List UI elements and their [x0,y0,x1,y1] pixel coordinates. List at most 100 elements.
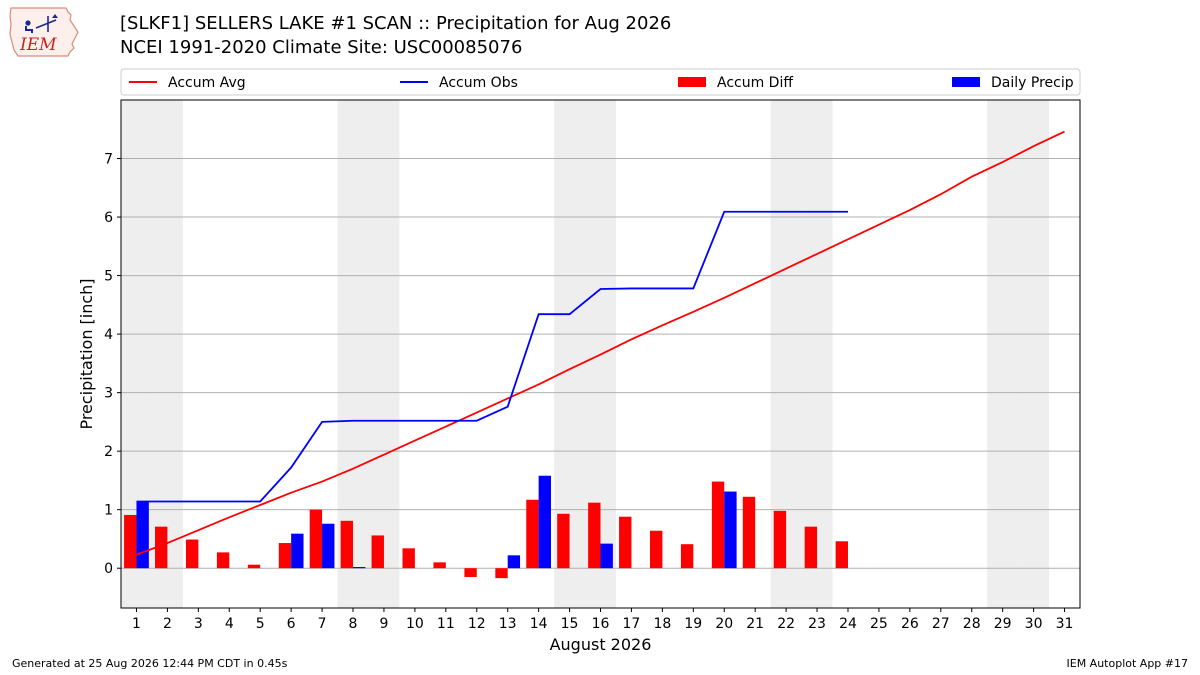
accum-diff-bar [680,544,694,569]
accum-diff-bar [247,564,261,569]
daily-precip-bar [507,555,521,569]
daily-precip-bar [136,501,149,569]
accum-diff-bar [557,513,570,569]
accum-diff-bar [124,514,137,569]
accum-diff-bar [464,568,477,577]
x-tick-label: 5 [256,616,265,632]
legend-box [120,68,1081,96]
y-axis: 0 1 2 3 4 5 6 7 [104,152,121,577]
y-tick-label: 7 [104,152,113,168]
legend-label: Daily Precip [991,75,1074,91]
accum-diff-bar [773,510,787,569]
accum-diff-bar [588,502,601,569]
accum-diff-bar [433,562,446,569]
x-tick-label: 8 [349,616,358,632]
chart-subtitle: NCEI 1991-2020 Climate Site: USC00085076 [120,37,523,58]
x-tick-label: 10 [406,616,424,632]
x-tick-label: 23 [808,616,826,632]
x-tick-label: 4 [225,616,234,632]
x-tick-label: 3 [194,616,203,632]
x-tick-label: 1 [132,616,141,632]
daily-precip-bar [353,567,366,569]
daily-precip-bar [291,533,304,569]
accum-diff-bar [309,509,323,569]
weekend-bands [121,100,1050,608]
legend-item: Daily Precip [952,75,1074,91]
accum-diff-bar [278,543,292,569]
daily-precip-bar [724,491,737,569]
x-tick-label: 25 [870,616,888,632]
x-tick-label: 13 [499,616,517,632]
x-tick-label: 11 [437,616,455,632]
x-tick-label: 26 [901,616,919,632]
legend-label: Accum Diff [717,75,793,91]
x-tick-label: 16 [592,616,610,632]
x-tick-label: 24 [839,616,857,632]
chart-title: [SLKF1] SELLERS LAKE #1 SCAN :: Precipit… [120,13,672,34]
x-tick-label: 14 [530,616,548,632]
x-tick-label: 20 [715,616,733,632]
bar-marks [124,475,848,579]
y-tick-label: 2 [104,444,113,460]
x-tick-label: 31 [1056,616,1074,632]
weekend-band [368,100,400,608]
legend-item: Accum Diff [678,75,793,91]
x-tick-label: 7 [318,616,327,632]
y-tick-label: 0 [104,561,113,577]
y-tick-label: 3 [104,386,113,402]
x-tick-label: 2 [163,616,172,632]
accum-diff-bar [185,539,199,569]
legend-item: Accum Obs [400,75,518,91]
logo-text: IEM [19,35,57,55]
accum-avg-line [136,130,1065,556]
y-tick-label: 1 [104,503,113,519]
x-tick-label: 27 [932,616,950,632]
y-tick-label: 6 [104,210,113,226]
x-tick-label: 21 [746,616,764,632]
weekend-band [801,100,833,608]
x-tick-label: 6 [287,616,296,632]
legend-item: Accum Avg [129,75,246,91]
accum-diff-bar [711,481,725,569]
x-axis: 1 2 3 4 5 6 7 8 9 10 11 12 13 14 15 16 17 18 19 20 21 22 23 24 2… [132,608,1073,632]
x-tick-label: 28 [963,616,981,632]
x-tick-label: 29 [994,616,1012,632]
x-tick-label: 18 [653,616,671,632]
x-tick-label: 9 [379,616,388,632]
accum-diff-bar [804,526,818,569]
accum-diff-bar [649,530,663,569]
x-tick-label: 30 [1025,616,1043,632]
accum-diff-bar [742,496,756,569]
x-axis-label: August 2026 [550,635,652,654]
accum-diff-bar [495,568,508,579]
daily-precip-bar [322,523,335,569]
legend-swatch [952,77,980,87]
accum-diff-bar [216,552,230,569]
generated-timestamp: Generated at 25 Aug 2026 12:44 PM CDT in… [12,657,288,670]
accum-diff-bar [155,526,168,569]
legend: Accum Avg Accum Obs Accum Diff Daily Precip [120,68,1081,96]
accum-obs-line [136,210,848,503]
daily-precip-bar [600,543,613,569]
weekend-band [987,100,1019,608]
accum-diff-bar [371,535,384,569]
accum-diff-bar [619,516,632,569]
app-label: IEM Autoplot App #17 [1066,657,1189,670]
y-tick-label: 5 [104,269,113,285]
x-tick-label: 19 [684,616,702,632]
daily-precip-bar [538,475,552,569]
accum-diff-bar [835,541,848,569]
x-tick-label: 15 [561,616,579,632]
legend-swatch [678,77,706,87]
legend-label: Accum Avg [168,75,246,91]
accum-diff-bar [402,548,415,569]
accum-diff-bar [340,520,354,569]
y-tick-label: 4 [104,327,113,343]
iem-logo: IEM [8,6,80,62]
accum-diff-bar [526,499,539,569]
x-tick-label: 12 [468,616,486,632]
legend-label: Accum Obs [439,75,518,91]
y-axis-label: Precipitation [inch] [77,278,96,429]
x-tick-label: 17 [623,616,641,632]
